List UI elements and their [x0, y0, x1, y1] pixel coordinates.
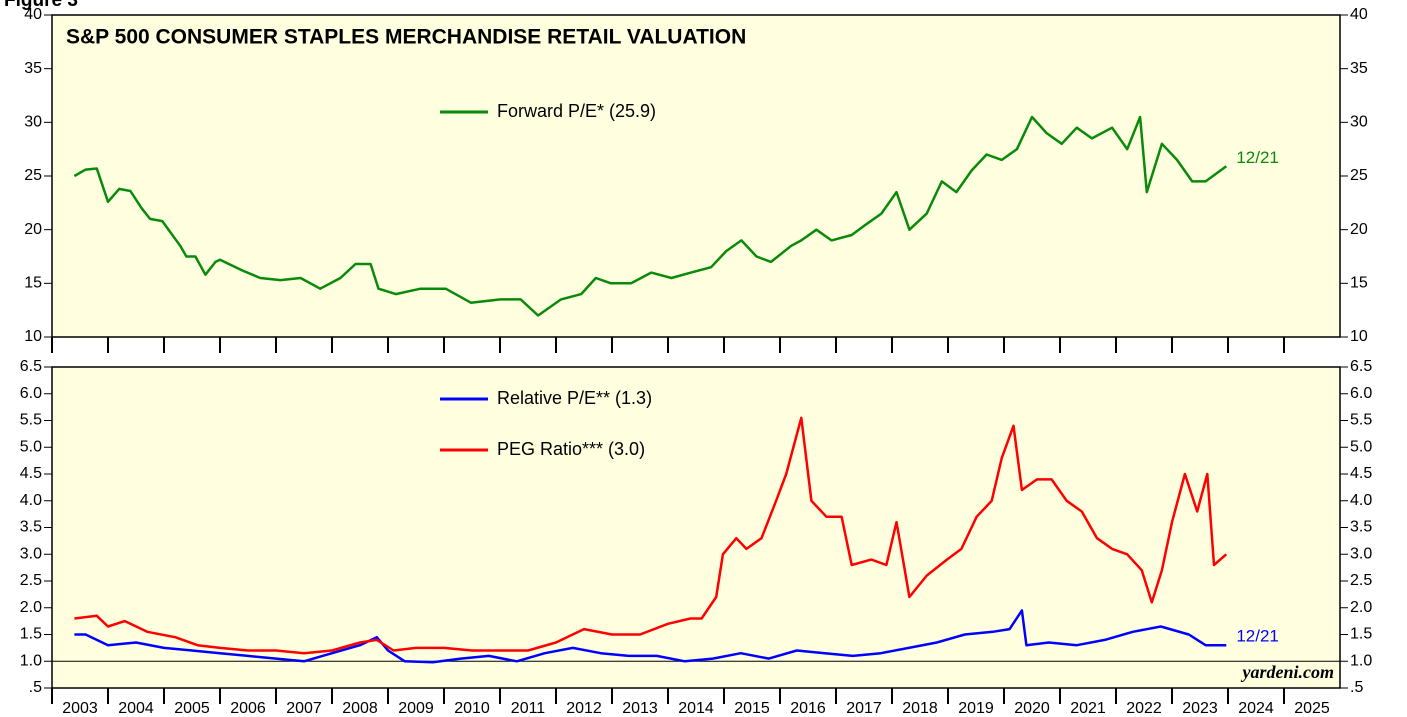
y-tick-label-right: 40 [1350, 6, 1368, 23]
x-tick-label: 2012 [566, 700, 602, 717]
chart-title: S&P 500 CONSUMER STAPLES MERCHANDISE RET… [66, 26, 746, 49]
y-tick-label-right: 30 [1350, 114, 1368, 131]
y-tick-label-right: 2.0 [1350, 599, 1372, 616]
series-line [74, 609, 1227, 664]
x-tick-label: 2018 [902, 700, 938, 717]
x-tick-label: 2008 [342, 700, 378, 717]
x-tick-label: 2024 [1238, 700, 1274, 717]
end-label: 12/21 [1236, 148, 1279, 167]
y-tick-label: 6.0 [20, 385, 42, 402]
y-tick-label: 5.0 [20, 438, 42, 455]
y-tick-label: 10 [24, 328, 42, 345]
x-tick-label: 2022 [1126, 700, 1162, 717]
y-tick-label-right: 1.0 [1350, 652, 1372, 669]
source: yardeni.com [1241, 662, 1335, 682]
x-tick-label: 2023 [1182, 700, 1218, 717]
y-tick-label: 30 [24, 114, 42, 131]
x-tick-label: 2009 [398, 700, 434, 717]
x-tick-label: 2010 [454, 700, 490, 717]
plot-frame [51, 366, 1341, 689]
series-line [74, 416, 1228, 655]
x-tick-label: 2013 [622, 700, 658, 717]
x-tick-label: 2020 [1014, 700, 1050, 717]
y-tick-label-right: 5.5 [1350, 412, 1372, 429]
legend-label: Forward P/E* (25.9) [497, 101, 656, 121]
y-tick-label-right: 3.0 [1350, 545, 1372, 562]
y-tick-label: 3.0 [20, 545, 42, 562]
y-tick-label: 15 [24, 275, 42, 292]
y-tick-label-right: 25 [1350, 167, 1368, 184]
x-tick-label: 2021 [1070, 700, 1106, 717]
x-tick-label: 2011 [511, 700, 546, 717]
y-tick-label: 20 [24, 221, 42, 238]
y-tick-label: 6.5 [20, 358, 42, 375]
plot-background [52, 15, 1340, 337]
x-tick-label: 2014 [678, 700, 714, 717]
y-tick-label-right: 10 [1350, 328, 1368, 345]
y-tick-label: 3.5 [20, 519, 42, 536]
x-tick-label: 2019 [958, 700, 994, 717]
x-tick-label: 2016 [790, 700, 826, 717]
y-tick-label: 1.5 [20, 626, 42, 643]
y-tick-label-right: 2.5 [1350, 572, 1372, 589]
end-label: 12/21 [1236, 627, 1279, 646]
x-tick-label: 2006 [230, 700, 266, 717]
y-tick-label-right: 3.5 [1350, 519, 1372, 536]
y-tick-label: 25 [24, 167, 42, 184]
legend-label: PEG Ratio*** (3.0) [497, 439, 645, 459]
y-tick-label: 4.0 [20, 492, 42, 509]
plot-frame [51, 14, 1341, 338]
y-tick-label-right: 15 [1350, 275, 1368, 292]
x-tick-label: 2017 [846, 700, 882, 717]
series-line [73, 115, 1228, 317]
y-tick-label-right: 4.5 [1350, 465, 1372, 482]
y-tick-label-right: 1.5 [1350, 626, 1372, 643]
y-tick-label-right: 6.5 [1350, 358, 1372, 375]
y-tick-label-right: .5 [1350, 679, 1363, 696]
y-tick-label-right: 35 [1350, 60, 1368, 77]
y-tick-label-right: 5.0 [1350, 438, 1372, 455]
y-tick-label: 2.0 [20, 599, 42, 616]
x-tick-label: 2007 [286, 700, 322, 717]
plot-background [52, 367, 1340, 688]
y-tick-label: 2.5 [20, 572, 42, 589]
y-tick-label: 5.5 [20, 412, 42, 429]
y-tick-label: .5 [29, 679, 42, 696]
y-tick-label: 40 [24, 6, 42, 23]
x-tick-label: 2004 [118, 700, 154, 717]
y-tick-label: 4.5 [20, 465, 42, 482]
x-tick-label: 2003 [62, 700, 98, 717]
y-tick-label: 35 [24, 60, 42, 77]
y-tick-label: 1.0 [20, 652, 42, 669]
x-tick-label: 2005 [174, 700, 210, 717]
figure-label: Figure 3 [4, 0, 78, 11]
x-tick-label: 2025 [1294, 700, 1330, 717]
y-tick-label-right: 4.0 [1350, 492, 1372, 509]
x-tick-label: 2015 [734, 700, 770, 717]
legend-label: Relative P/E** (1.3) [497, 388, 652, 408]
y-tick-label-right: 6.0 [1350, 385, 1372, 402]
y-tick-label-right: 20 [1350, 221, 1368, 238]
